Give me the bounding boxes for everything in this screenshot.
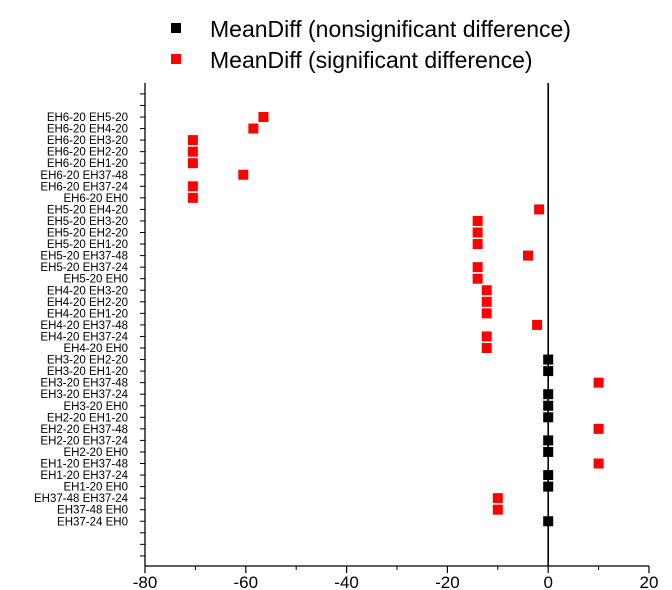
- y-tick-label: EH5-20 EH3-20: [47, 216, 128, 228]
- y-tick-label: EH37-48 EH0: [57, 505, 128, 517]
- data-point-nonsignificant: [543, 354, 554, 365]
- data-point-nonsignificant: [543, 516, 554, 527]
- y-tick-label: EH4-20 EH37-48: [40, 320, 128, 332]
- data-point-nonsignificant: [543, 481, 554, 492]
- y-tick-label: EH5-20 EH37-24: [40, 262, 128, 274]
- y-tick-label: EH6-20 EH0: [63, 193, 128, 205]
- y-tick-label: EH4-20 EH3-20: [47, 285, 128, 297]
- y-tick-label: EH6-20 EH2-20: [47, 147, 128, 159]
- data-point-significant: [187, 181, 198, 192]
- data-point-nonsignificant: [543, 470, 554, 481]
- x-tick-label: -80: [133, 573, 158, 590]
- data-point-significant: [187, 146, 198, 157]
- y-tick-label: EH37-48 EH37-24: [34, 493, 129, 505]
- y-tick-label: EH6-20 EH1-20: [47, 158, 128, 170]
- data-point-significant: [523, 250, 534, 261]
- y-tick-label: EH4-20 EH0: [63, 343, 128, 355]
- x-tick-label: -40: [334, 573, 359, 590]
- y-tick-label: EH6-20 EH5-20: [47, 112, 128, 124]
- data-point-significant: [248, 123, 259, 134]
- data-point-nonsignificant: [543, 412, 554, 423]
- data-point-significant: [492, 504, 503, 515]
- y-tick-label: EH4-20 EH37-24: [40, 331, 128, 343]
- legend-marker-significant: [171, 54, 181, 64]
- data-point-significant: [187, 135, 198, 146]
- y-tick-label: EH6-20 EH4-20: [47, 124, 128, 136]
- legend: MeanDiff (nonsignificant difference) Mea…: [171, 16, 571, 73]
- y-tick-label: EH2-20 EH0: [63, 447, 128, 459]
- y-tick-label: EH37-24 EH0: [57, 516, 128, 528]
- data-point-nonsignificant: [543, 446, 554, 457]
- y-tick-label: EH5-20 EH2-20: [47, 228, 128, 240]
- data-point-significant: [481, 343, 492, 353]
- y-tick-label: EH5-20 EH37-48: [40, 251, 128, 263]
- y-tick-label: EH6-20 EH3-20: [47, 135, 128, 147]
- data-point-significant: [481, 296, 492, 307]
- legend-label-nonsignificant: MeanDiff (nonsignificant difference): [210, 16, 571, 42]
- y-tick-label: EH3-20 EH0: [63, 401, 128, 413]
- y-tick-label: EH1-20 EH37-48: [40, 459, 128, 471]
- y-tick-label: EH2-20 EH37-24: [40, 435, 128, 447]
- y-tick-label: EH3-20 EH37-48: [40, 378, 128, 390]
- data-point-significant: [187, 192, 198, 203]
- data-point-nonsignificant: [543, 366, 554, 377]
- data-point-nonsignificant: [543, 389, 554, 400]
- x-tick-label: 0: [543, 573, 552, 590]
- y-tick-label: EH6-20 EH37-48: [40, 170, 128, 182]
- y-tick-label: EH4-20 EH1-20: [47, 308, 128, 320]
- data-point-significant: [472, 239, 483, 250]
- data-point-significant: [481, 308, 492, 319]
- data-point-significant: [187, 158, 198, 169]
- data-point-nonsignificant: [543, 435, 554, 446]
- data-point-significant: [481, 285, 492, 296]
- x-tick-label: 20: [640, 573, 659, 590]
- y-tick-label: EH3-20 EH2-20: [47, 355, 128, 367]
- data-point-significant: [258, 112, 269, 122]
- data-point-significant: [472, 262, 483, 273]
- y-tick-label: EH1-20 EH0: [63, 482, 128, 494]
- data-point-significant: [532, 319, 543, 330]
- data-point-significant: [472, 227, 483, 238]
- y-tick-label: EH3-20 EH1-20: [47, 366, 128, 378]
- y-tick-label: EH5-20 EH1-20: [47, 239, 128, 251]
- data-point-significant: [472, 273, 483, 284]
- y-tick-label: EH6-20 EH37-24: [40, 181, 128, 193]
- y-tick-label: EH5-20 EH4-20: [47, 204, 128, 216]
- y-tick-label: EH2-20 EH1-20: [47, 412, 128, 424]
- data-point-significant: [534, 204, 545, 215]
- data-point-significant: [481, 331, 492, 342]
- data-point-significant: [593, 377, 604, 388]
- x-tick-label: -20: [435, 573, 460, 590]
- y-tick-label: EH5-20 EH0: [63, 274, 128, 286]
- legend-marker-nonsignificant: [171, 23, 181, 33]
- y-tick-label: EH2-20 EH37-48: [40, 424, 128, 436]
- x-tick-label: -60: [234, 573, 259, 590]
- data-point-nonsignificant: [543, 400, 554, 411]
- y-tick-label: EH1-20 EH37-24: [40, 470, 128, 482]
- legend-label-significant: MeanDiff (significant difference): [210, 47, 533, 73]
- data-point-significant: [238, 169, 249, 180]
- y-tick-label: EH3-20 EH37-24: [40, 389, 128, 401]
- data-point-significant: [593, 458, 604, 469]
- data-point-significant: [472, 215, 483, 226]
- data-point-significant: [593, 423, 604, 434]
- data-point-significant: [492, 493, 503, 504]
- y-tick-label: EH4-20 EH2-20: [47, 297, 128, 309]
